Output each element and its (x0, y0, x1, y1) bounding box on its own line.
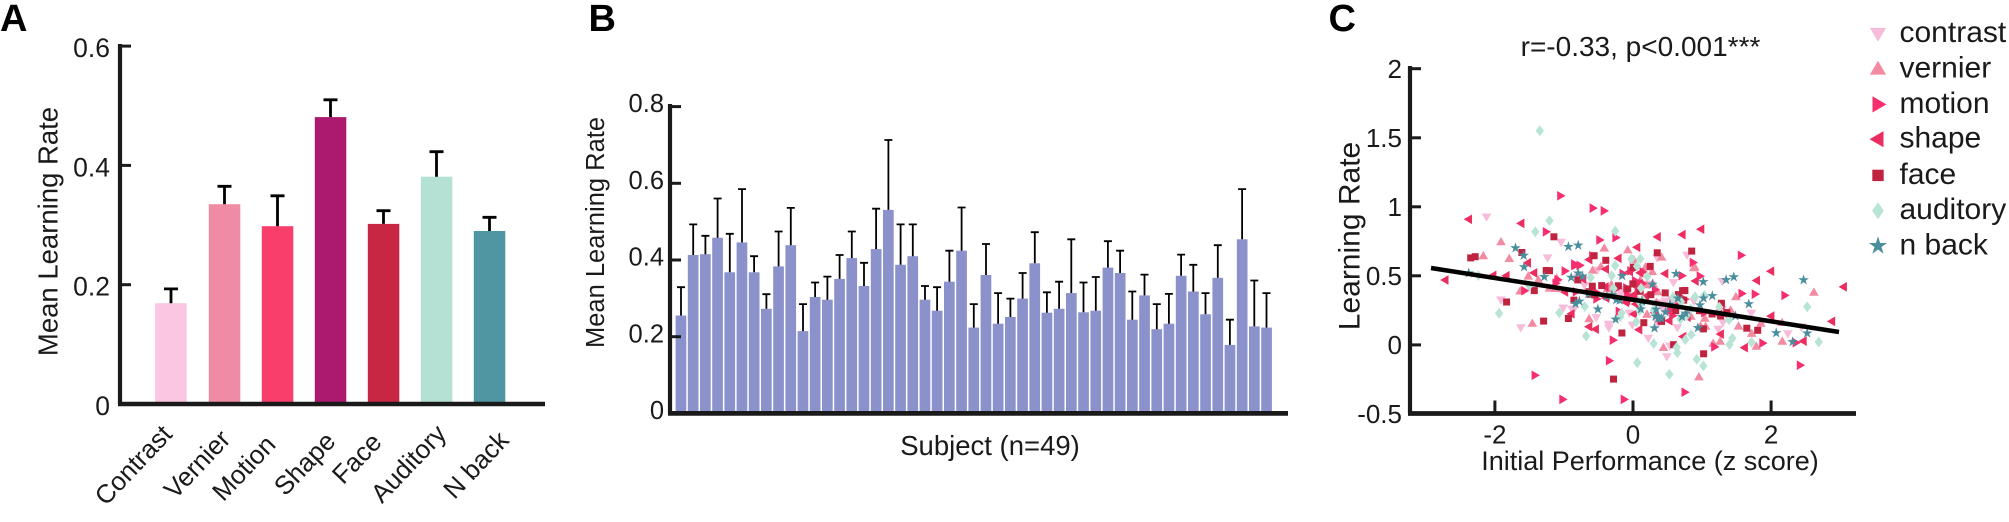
svg-text:Learning Rate: Learning Rate (1334, 142, 1367, 330)
svg-text:0: 0 (1626, 420, 1640, 450)
svg-text:B: B (589, 0, 616, 40)
svg-text:0.4: 0.4 (629, 244, 664, 272)
svg-text:0.6: 0.6 (73, 33, 110, 63)
svg-text:0: 0 (1388, 330, 1402, 360)
svg-text:Mean Learning Rate: Mean Learning Rate (582, 117, 610, 348)
svg-text:Mean Learning Rate: Mean Learning Rate (32, 107, 63, 356)
svg-text:Subject (n=49): Subject (n=49) (900, 430, 1080, 461)
svg-text:0.6: 0.6 (629, 167, 664, 195)
svg-text:1: 1 (1388, 192, 1402, 222)
svg-text:2: 2 (1388, 54, 1402, 84)
svg-text:0.2: 0.2 (629, 320, 664, 348)
svg-text:C: C (1329, 0, 1356, 40)
svg-text:face: face (1900, 158, 1957, 191)
svg-text:contrast: contrast (1900, 16, 2007, 49)
svg-text:r=-0.33, p<0.001***: r=-0.33, p<0.001*** (1521, 31, 1761, 62)
svg-text:A: A (0, 0, 27, 40)
svg-text:0.5: 0.5 (1366, 261, 1402, 291)
svg-text:n back: n back (1900, 228, 1989, 261)
svg-text:motion: motion (1900, 87, 1990, 120)
svg-text:Initial Performance (z score): Initial Performance (z score) (1481, 446, 1819, 476)
svg-text:0: 0 (95, 391, 110, 421)
svg-text:0: 0 (650, 397, 664, 425)
svg-text:-0.5: -0.5 (1357, 399, 1402, 429)
svg-text:2: 2 (1764, 420, 1778, 450)
svg-text:vernier: vernier (1900, 52, 1992, 85)
svg-text:0.4: 0.4 (73, 152, 110, 182)
svg-text:shape: shape (1900, 122, 1982, 155)
svg-text:-2: -2 (1483, 420, 1506, 450)
svg-text:0.8: 0.8 (629, 90, 664, 118)
svg-text:0.2: 0.2 (73, 272, 110, 302)
svg-text:1.5: 1.5 (1366, 123, 1402, 153)
svg-text:auditory: auditory (1900, 193, 2007, 226)
